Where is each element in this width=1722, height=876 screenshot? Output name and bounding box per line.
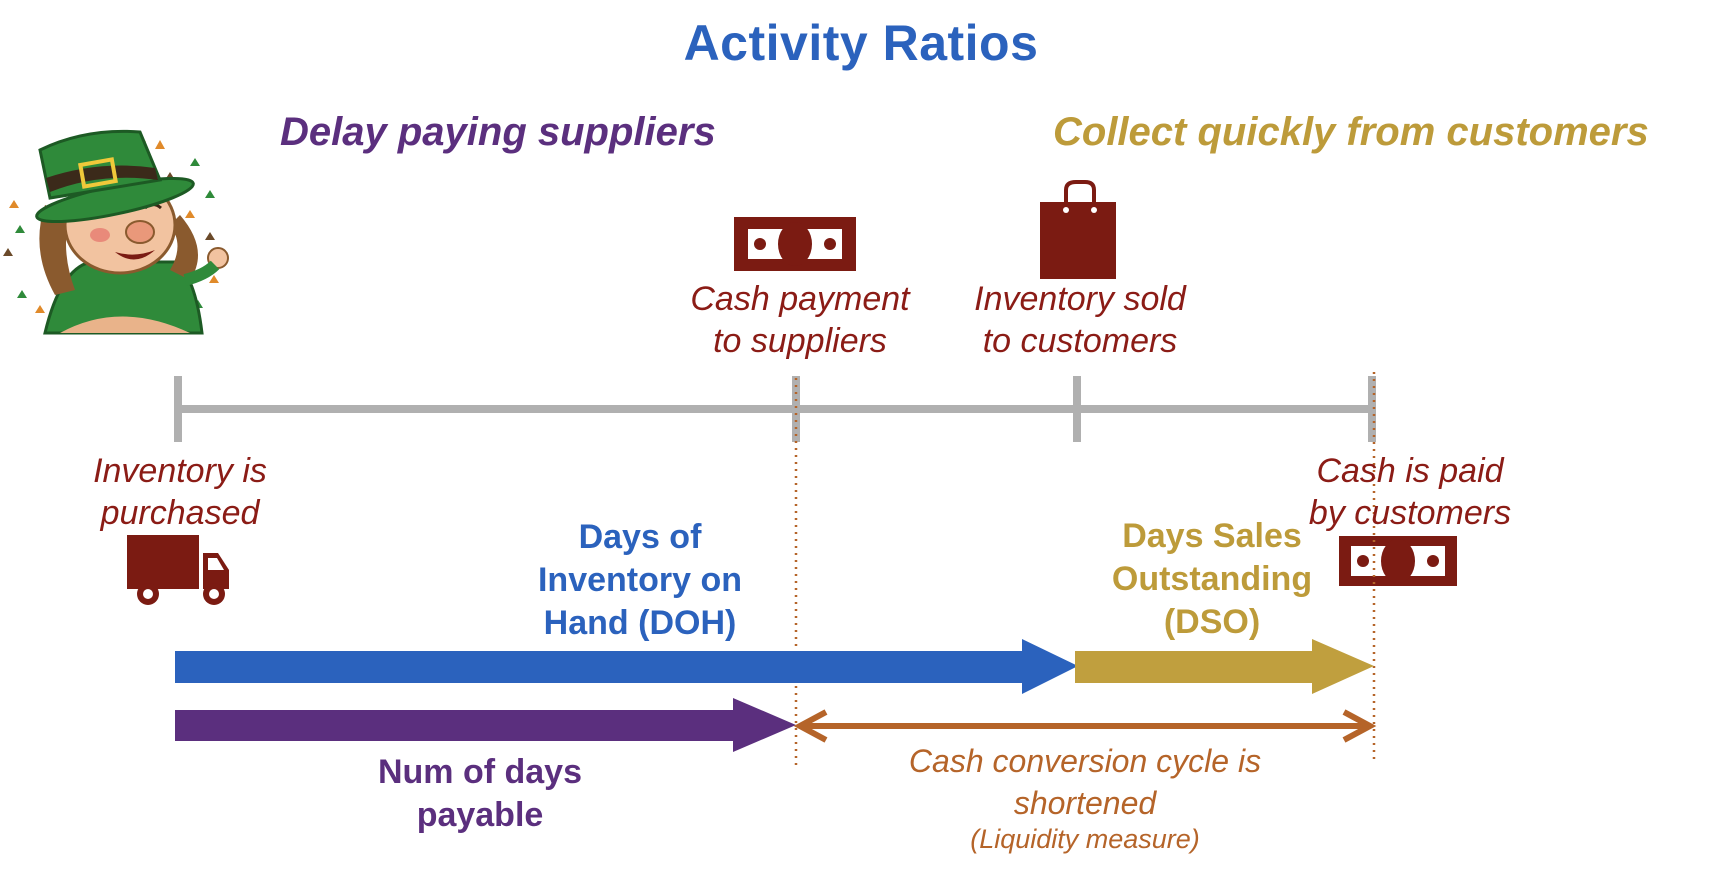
payable-label-line1: Num of days <box>377 753 583 791</box>
cash-conversion-line1: Cash conversion cycle is <box>908 743 1262 779</box>
doh-label: Days of Inventory on Hand (DOH) <box>500 516 780 645</box>
event-cash-paid-line2: by customers <box>1308 494 1512 532</box>
cash-conversion-line2: shortened <box>1013 785 1157 821</box>
event-inventory-sold-line1: Inventory sold <box>974 280 1186 318</box>
payable-arrow <box>175 698 796 752</box>
cash-conversion-label: Cash conversion cycle is shortened <box>860 740 1310 824</box>
doh-label-line2: Inventory on <box>537 561 743 599</box>
event-cash-payment-line2: to suppliers <box>713 322 887 360</box>
event-inventory-purchased-line2: purchased <box>100 494 260 532</box>
banknote-icon-right <box>1339 536 1457 586</box>
leprechaun-mascot-icon <box>3 129 229 335</box>
event-inventory-purchased: Inventory is purchased <box>50 450 310 534</box>
dso-arrow <box>1075 639 1374 694</box>
doh-arrow <box>175 639 1078 694</box>
heading-delay-paying: Delay paying suppliers <box>280 110 716 154</box>
timeline <box>174 376 1376 442</box>
banknote-icon <box>734 217 856 271</box>
dso-label: Days Sales Outstanding (DSO) <box>1072 515 1352 644</box>
heading-collect-quickly: Collect quickly from customers <box>1053 110 1649 154</box>
liquidity-measure-note: (Liquidity measure) <box>970 824 1200 854</box>
dso-label-line2: Outstanding <box>1111 560 1313 598</box>
event-cash-payment: Cash payment to suppliers <box>660 278 940 362</box>
payable-label-line2: payable <box>416 796 544 834</box>
event-cash-paid: Cash is paid by customers <box>1270 450 1550 534</box>
event-inventory-purchased-line1: Inventory is <box>93 452 267 490</box>
event-inventory-sold: Inventory sold to customers <box>940 278 1220 362</box>
dso-label-line1: Days Sales <box>1122 517 1302 555</box>
page-title: Activity Ratios <box>683 15 1039 71</box>
shopping-bag-icon <box>1040 180 1116 279</box>
payable-label: Num of days payable <box>340 751 620 837</box>
doh-label-line1: Days of <box>578 518 702 556</box>
event-inventory-sold-line2: to customers <box>982 322 1178 360</box>
event-cash-paid-line1: Cash is paid <box>1316 452 1504 490</box>
dso-label-line3: (DSO) <box>1163 603 1261 641</box>
event-cash-payment-line1: Cash payment <box>690 280 910 318</box>
cash-conversion-arrow <box>793 709 1377 743</box>
doh-label-line3: Hand (DOH) <box>543 604 737 642</box>
delivery-truck-icon <box>127 535 229 605</box>
